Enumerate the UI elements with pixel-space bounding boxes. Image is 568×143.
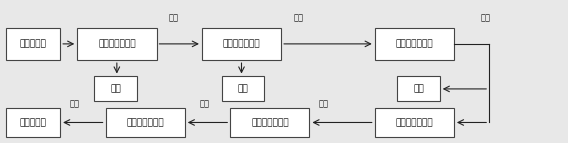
Text: 甲醇: 甲醇 <box>110 84 121 93</box>
Text: 换热: 换热 <box>293 13 303 22</box>
Bar <box>6 28 60 60</box>
Text: 甲醇: 甲醇 <box>237 84 248 93</box>
Bar <box>202 28 281 60</box>
Text: 换热: 换热 <box>319 100 329 109</box>
Bar <box>398 77 440 101</box>
Text: 合成天然气: 合成天然气 <box>20 118 47 127</box>
Bar <box>94 77 137 101</box>
Text: 二级甲醇合成器: 二级甲醇合成器 <box>223 39 260 48</box>
Text: 换热: 换热 <box>200 100 210 109</box>
Bar <box>375 108 454 137</box>
Text: 三级甲醇合成器: 三级甲醇合成器 <box>395 39 433 48</box>
Text: 三级甲烷合成器: 三级甲烷合成器 <box>126 118 164 127</box>
Text: 换热: 换热 <box>169 13 178 22</box>
Text: 换热: 换热 <box>481 13 491 22</box>
Bar <box>222 77 264 101</box>
Bar <box>375 28 454 60</box>
Bar <box>106 108 185 137</box>
Bar <box>6 108 60 137</box>
Text: 一级甲醇合成器: 一级甲醇合成器 <box>98 39 136 48</box>
Text: 二级甲烷合成器: 二级甲烷合成器 <box>251 118 289 127</box>
Bar <box>77 28 157 60</box>
Text: 换热: 换热 <box>69 100 80 109</box>
Text: 一级甲烷合成器: 一级甲烷合成器 <box>395 118 433 127</box>
Bar <box>230 108 310 137</box>
Text: 甲醇: 甲醇 <box>413 84 424 93</box>
Text: 原料合成气: 原料合成气 <box>20 39 47 48</box>
